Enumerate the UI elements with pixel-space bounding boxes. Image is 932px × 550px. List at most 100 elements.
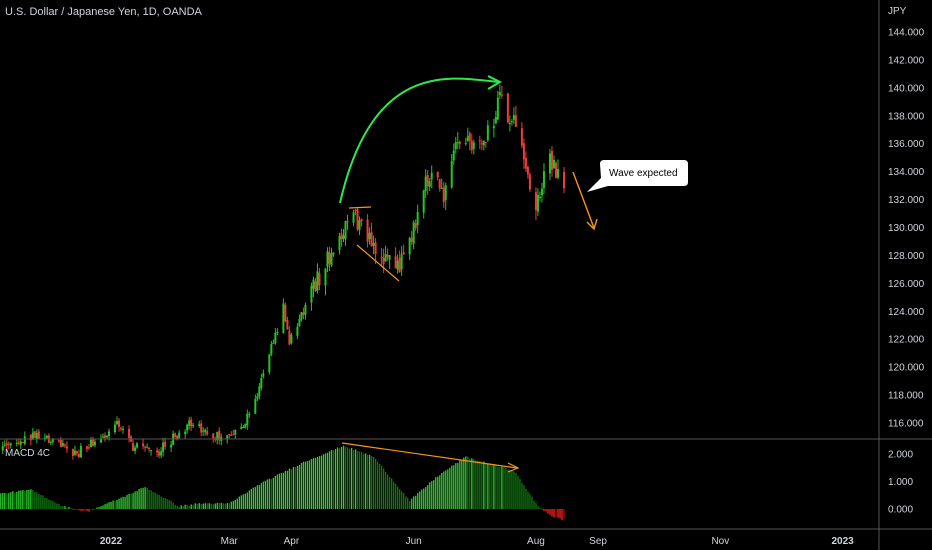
- candle-body[interactable]: [302, 312, 305, 316]
- candle-body[interactable]: [276, 332, 279, 334]
- candle-body[interactable]: [146, 446, 149, 448]
- candle-body[interactable]: [29, 434, 32, 441]
- candle-body[interactable]: [262, 373, 265, 377]
- candle-body[interactable]: [456, 142, 459, 144]
- candle-body[interactable]: [366, 219, 369, 242]
- candle-body[interactable]: [202, 430, 205, 432]
- candle-body[interactable]: [414, 223, 417, 229]
- orange-trend-line[interactable]: [356, 244, 400, 282]
- candle-body[interactable]: [93, 441, 96, 446]
- candle-body[interactable]: [442, 187, 445, 203]
- candle-body[interactable]: [230, 434, 233, 436]
- candle-body[interactable]: [1, 446, 4, 451]
- candle-body[interactable]: [118, 420, 121, 427]
- curved-green-arrow[interactable]: [339, 77, 499, 204]
- candle-body[interactable]: [538, 196, 541, 198]
- time-axis[interactable]: 2022 Mar Apr Jun Aug Sep Nov 2023: [100, 536, 854, 547]
- candle-body[interactable]: [508, 122, 511, 124]
- candle-body[interactable]: [346, 221, 349, 223]
- candle-body[interactable]: [310, 285, 313, 303]
- candle-body[interactable]: [524, 157, 527, 169]
- candle-body[interactable]: [372, 243, 375, 246]
- candle-body[interactable]: [226, 435, 229, 439]
- candle-body[interactable]: [386, 254, 389, 257]
- candle-body[interactable]: [192, 425, 195, 427]
- candle-body[interactable]: [148, 447, 151, 450]
- candle-body[interactable]: [198, 424, 201, 426]
- candle-body[interactable]: [298, 319, 301, 327]
- candle-body[interactable]: [464, 143, 467, 145]
- candle-body[interactable]: [430, 172, 433, 180]
- candle-body[interactable]: [468, 133, 471, 141]
- candle-body[interactable]: [23, 436, 26, 444]
- candle-body[interactable]: [370, 232, 373, 247]
- candle-body[interactable]: [556, 169, 559, 178]
- candle-body[interactable]: [486, 125, 489, 141]
- candle-body[interactable]: [232, 434, 235, 436]
- candle-body[interactable]: [184, 431, 187, 435]
- candle-body[interactable]: [494, 116, 497, 124]
- candle-body[interactable]: [122, 428, 125, 430]
- candle-body[interactable]: [116, 421, 119, 425]
- candle-body[interactable]: [466, 136, 469, 142]
- candle-body[interactable]: [3, 444, 6, 446]
- candle-body[interactable]: [79, 446, 82, 458]
- candle-body[interactable]: [304, 304, 307, 315]
- candle-body[interactable]: [212, 433, 215, 439]
- candle-body[interactable]: [444, 185, 447, 201]
- candle-body[interactable]: [324, 268, 327, 286]
- candle-body[interactable]: [234, 429, 237, 435]
- candle-body[interactable]: [526, 166, 529, 175]
- candle-body[interactable]: [314, 281, 317, 292]
- candle-body[interactable]: [506, 93, 509, 123]
- candle-body[interactable]: [422, 190, 425, 213]
- candle-body[interactable]: [242, 426, 245, 428]
- candle-body[interactable]: [51, 439, 54, 442]
- orange-down-arrow[interactable]: [572, 171, 595, 229]
- candle-body[interactable]: [178, 432, 181, 438]
- candle-body[interactable]: [33, 431, 36, 438]
- candle-body[interactable]: [398, 258, 401, 273]
- candle-body[interactable]: [61, 443, 64, 447]
- candle-body[interactable]: [248, 413, 251, 415]
- candle-body[interactable]: [101, 436, 104, 438]
- candle-body[interactable]: [562, 172, 565, 189]
- candle-body[interactable]: [65, 446, 68, 449]
- candle-body[interactable]: [542, 171, 545, 188]
- candle-body[interactable]: [534, 192, 537, 211]
- candle-body[interactable]: [452, 150, 455, 161]
- candle-body[interactable]: [368, 232, 371, 240]
- candle-body[interactable]: [142, 443, 145, 447]
- candle-body[interactable]: [384, 254, 387, 262]
- candle-body[interactable]: [394, 256, 397, 269]
- candle-body[interactable]: [49, 442, 52, 444]
- candle-body[interactable]: [426, 174, 429, 187]
- candle-body[interactable]: [9, 443, 12, 446]
- candle-body[interactable]: [15, 442, 18, 444]
- candle-body[interactable]: [75, 451, 78, 454]
- candle-body[interactable]: [402, 252, 405, 255]
- candle-body[interactable]: [550, 151, 553, 170]
- candle-body[interactable]: [344, 221, 347, 239]
- candle-body[interactable]: [85, 446, 88, 449]
- candle-body[interactable]: [316, 271, 319, 291]
- candle-body[interactable]: [552, 159, 555, 169]
- candle-body[interactable]: [522, 143, 525, 160]
- orange-top-line[interactable]: [348, 206, 372, 209]
- candle-body[interactable]: [43, 437, 46, 440]
- candle-body[interactable]: [186, 424, 189, 431]
- candle-body[interactable]: [240, 426, 243, 430]
- candle-body[interactable]: [548, 153, 551, 174]
- candle-body[interactable]: [480, 143, 483, 145]
- candle-body[interactable]: [246, 413, 249, 426]
- candle-body[interactable]: [400, 254, 403, 270]
- candle-body[interactable]: [412, 222, 415, 244]
- candle-body[interactable]: [382, 257, 385, 264]
- candle-body[interactable]: [244, 423, 247, 428]
- candle-body[interactable]: [454, 142, 457, 150]
- candle-body[interactable]: [274, 332, 277, 344]
- candle-body[interactable]: [103, 435, 106, 438]
- candle-body[interactable]: [514, 115, 517, 127]
- price-axis[interactable]: 116.000 118.000 120.000 122.000 124.000 126.0…: [888, 28, 925, 430]
- candle-body[interactable]: [492, 125, 495, 129]
